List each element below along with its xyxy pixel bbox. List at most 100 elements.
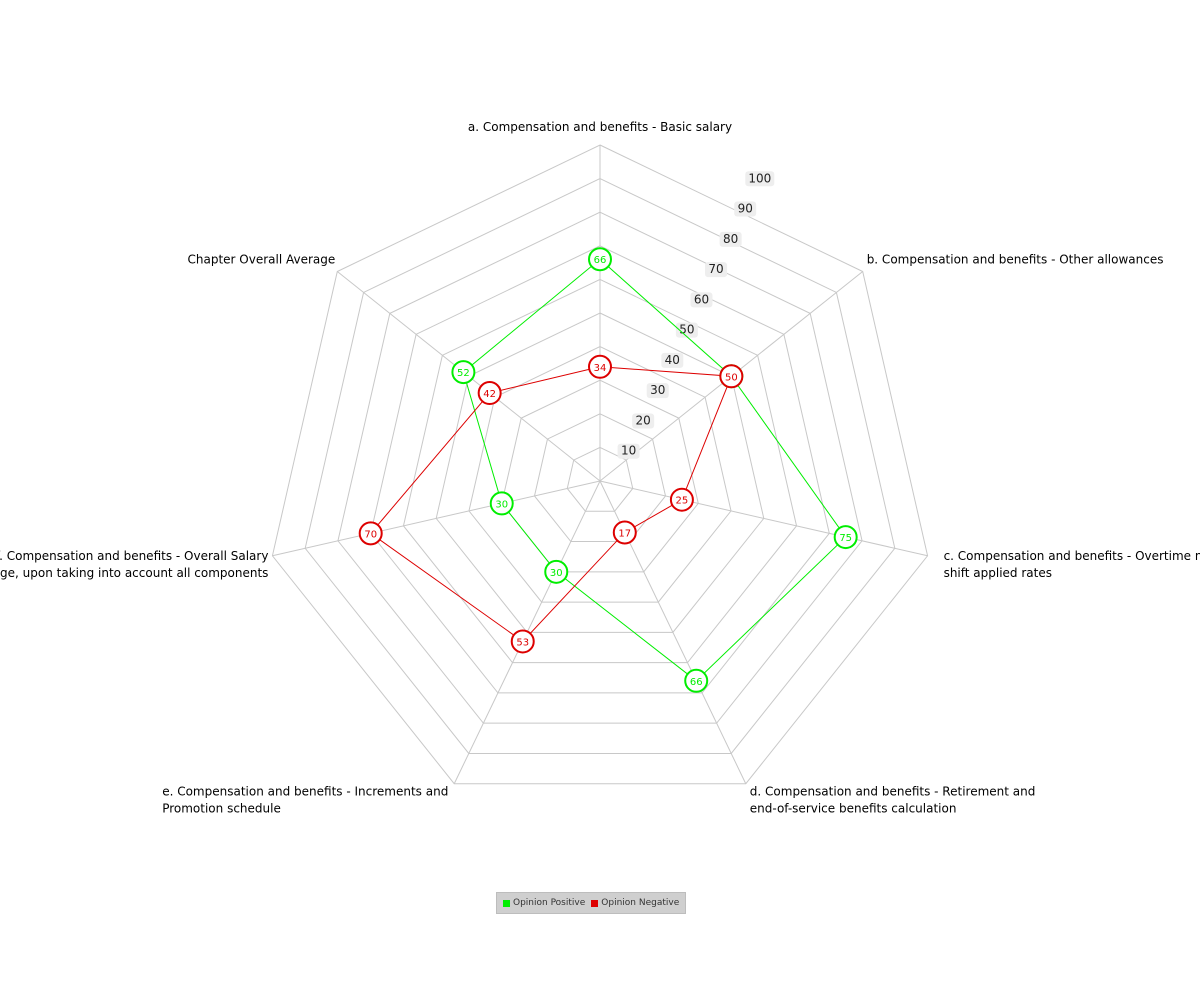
data-point-label: 17 — [618, 528, 631, 539]
legend-swatch-positive — [503, 899, 510, 907]
tick-label-bg — [646, 383, 669, 399]
data-point-label: 30 — [550, 568, 563, 579]
tick-label-bg — [705, 262, 728, 278]
series-lines — [369, 258, 847, 682]
axis-label: Chapter Overall Average — [188, 253, 336, 267]
data-point-marker — [358, 521, 383, 546]
axis-label-line: e. Compensation and benefits - Increment… — [162, 785, 448, 799]
grid-ring-50 — [435, 312, 765, 633]
data-point-marker — [477, 381, 502, 406]
data-point[interactable]: 42 — [477, 381, 502, 406]
tick-label-bg — [675, 322, 698, 338]
data-point[interactable]: 66 — [684, 668, 709, 693]
axis-label: f. Compensation and benefits - Overall S… — [0, 549, 268, 580]
grid-ring-60 — [402, 278, 798, 664]
tick-label-bg — [745, 171, 775, 187]
grid-ring-20 — [533, 413, 667, 543]
axis-label-line: c. Compensation and benefits - Overtime … — [944, 549, 1200, 563]
data-point-marker — [719, 364, 744, 389]
tick-label-text: 60 — [694, 292, 709, 306]
data-point-label: 50 — [725, 372, 738, 383]
data-point-marker — [588, 247, 612, 272]
grid-ring-90 — [304, 178, 896, 754]
radial-tick-labels: 10 20 30 40 50 60 70 80 90 100 — [617, 171, 775, 459]
grid-ring-100 — [271, 144, 929, 785]
axis-spoke — [272, 480, 601, 557]
legend-swatch-negative — [591, 899, 599, 907]
data-point-label: 34 — [594, 363, 607, 374]
tick-label-text: 10 — [621, 444, 636, 458]
axis-label-line: package, upon taking into account all co… — [0, 566, 268, 580]
data-point-label: 30 — [495, 499, 508, 510]
chart-legend: Opinion Positive Opinion Negative — [496, 892, 687, 914]
data-point-label: 75 — [839, 533, 852, 544]
tick-label-bg — [661, 352, 684, 368]
tick-label-text: 70 — [708, 262, 723, 276]
axis-label: a. Compensation and benefits - Basic sal… — [468, 120, 732, 134]
data-point-label: 53 — [516, 637, 529, 648]
tick-label-bg — [617, 443, 640, 459]
tick-label: 30 — [646, 383, 669, 399]
tick-label-text: 20 — [636, 413, 651, 427]
legend-label-negative: Opinion Negative — [601, 898, 680, 908]
tick-label-bg — [690, 292, 713, 308]
data-point-marker — [612, 520, 637, 545]
series-line-negative — [369, 366, 733, 643]
axis-labels: a. Compensation and benefits - Basic sal… — [0, 120, 1200, 816]
data-point-label: 66 — [690, 677, 703, 688]
axis-label-line: Chapter Overall Average — [188, 253, 336, 267]
data-point[interactable]: 34 — [588, 354, 612, 379]
tick-label: 80 — [719, 231, 742, 247]
data-point-label: 66 — [594, 255, 607, 266]
data-point[interactable]: 30 — [489, 491, 514, 516]
tick-label-text: 30 — [650, 383, 665, 397]
data-point-marker — [544, 559, 569, 584]
axis-label-line: shift applied rates — [944, 566, 1052, 580]
tick-label: 20 — [632, 413, 655, 429]
data-point[interactable]: 66 — [588, 247, 612, 272]
tick-label-text: 50 — [679, 323, 694, 337]
axis-label-line: Promotion schedule — [162, 802, 281, 816]
data-point[interactable]: 30 — [544, 559, 569, 584]
axis-label-line: b. Compensation and benefits - Other all… — [867, 253, 1164, 267]
axis-label-line: f. Compensation and benefits - Overall S… — [0, 549, 268, 563]
legend-item-positive[interactable]: Opinion Positive — [503, 898, 585, 908]
tick-label-bg — [632, 413, 655, 429]
axis-label-line: a. Compensation and benefits - Basic sal… — [468, 120, 732, 134]
axis-label-line: end-of-service benefits calculation — [750, 802, 957, 816]
data-point[interactable]: 25 — [669, 487, 694, 512]
radar-grid — [271, 144, 929, 785]
legend-item-negative[interactable]: Opinion Negative — [591, 898, 679, 908]
grid-ring-10 — [566, 446, 634, 512]
tick-label-bg — [719, 231, 742, 247]
axis-label: b. Compensation and benefits - Other all… — [867, 253, 1164, 267]
series-line-positive — [462, 258, 847, 682]
grid-ring-30 — [501, 379, 699, 573]
grid-ring-40 — [468, 346, 732, 603]
data-point-marker — [669, 487, 694, 512]
data-point[interactable]: 75 — [833, 525, 858, 550]
data-point[interactable]: 17 — [612, 520, 637, 545]
data-point-marker — [510, 629, 535, 654]
legend-label-positive: Opinion Positive — [513, 898, 586, 908]
data-point[interactable]: 52 — [451, 360, 476, 385]
data-point-marker — [833, 525, 858, 550]
data-points: 66 50 75 66 30 30 52 34 50 25 17 53 70 42 — [358, 247, 858, 693]
data-point-marker — [684, 668, 709, 693]
tick-label-bg — [734, 201, 757, 217]
axis-label: e. Compensation and benefits - Increment… — [162, 785, 448, 816]
axis-spoke — [599, 480, 928, 557]
data-point-label: 52 — [457, 368, 470, 379]
data-point-marker — [489, 491, 514, 516]
data-point-marker — [451, 360, 476, 385]
tick-label: 100 — [745, 171, 775, 187]
grid-ring-80 — [337, 211, 863, 724]
tick-label-text: 80 — [723, 232, 738, 246]
tick-label: 90 — [734, 201, 757, 217]
tick-label-text: 90 — [738, 202, 753, 216]
tick-label: 10 — [617, 443, 640, 459]
data-point[interactable]: 53 — [510, 629, 535, 654]
data-point[interactable]: 50 — [719, 364, 744, 389]
data-point[interactable]: 70 — [358, 521, 383, 546]
